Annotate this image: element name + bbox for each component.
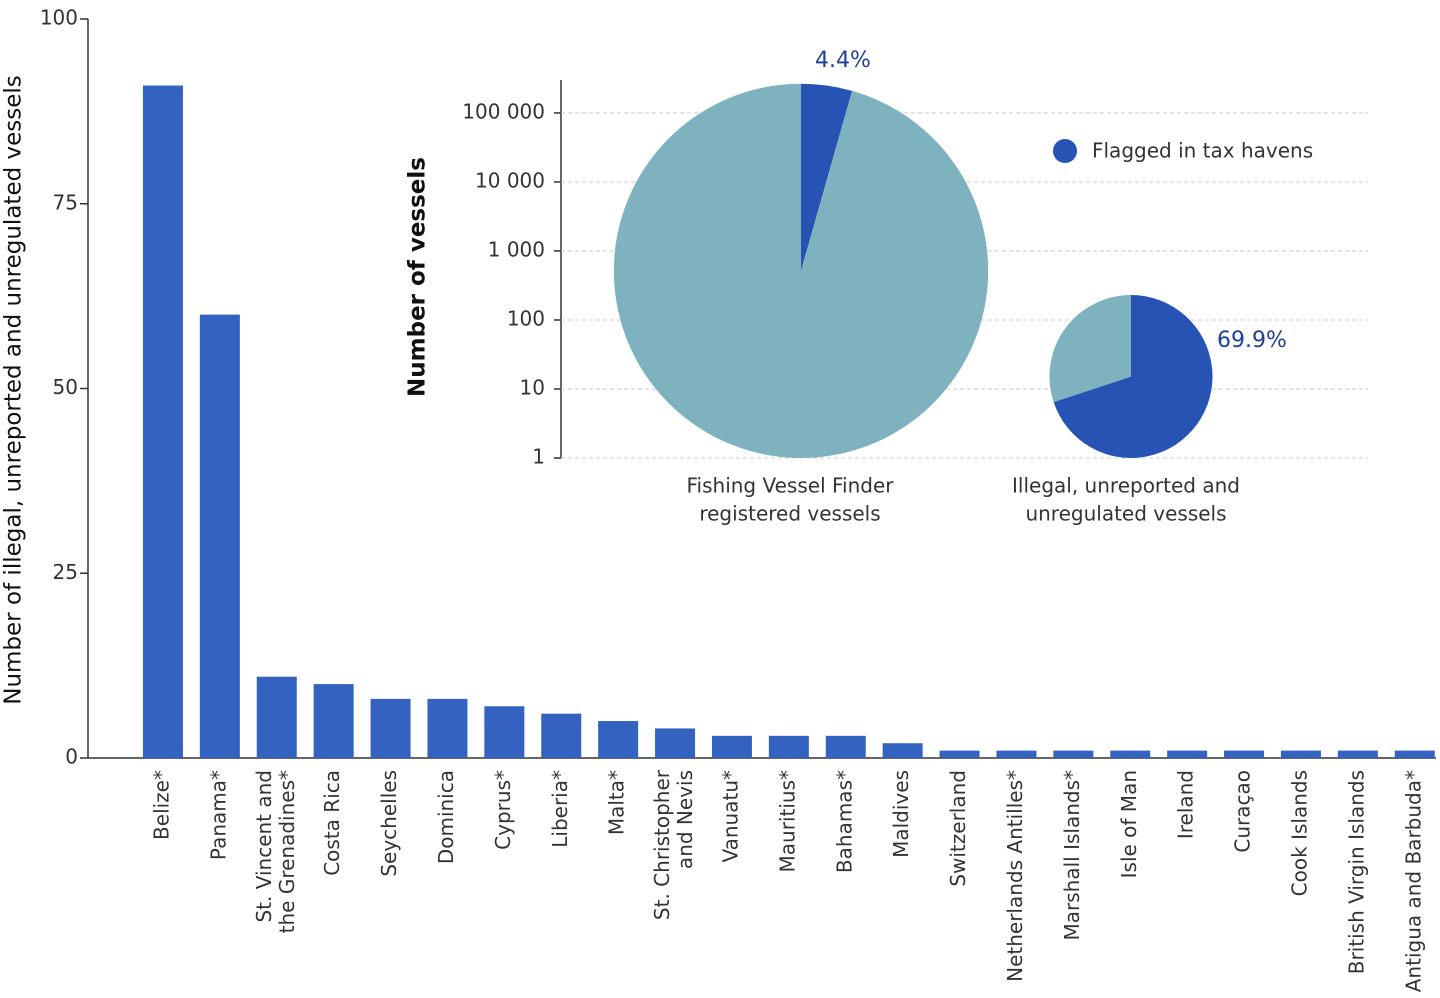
y-tick-label: 50 [53, 375, 78, 399]
pie-slice [1049, 295, 1131, 403]
y-tick-label: 100 000 [462, 99, 545, 123]
x-tick-label: Panama* [206, 770, 230, 860]
bar [939, 750, 980, 758]
pie-label: Fishing Vessel Finder [687, 474, 895, 498]
bar [313, 684, 354, 758]
bar [484, 706, 525, 758]
bar [1167, 750, 1208, 758]
bar [1224, 750, 1265, 758]
bar [142, 85, 183, 758]
x-tick-label: Ireland [1174, 770, 1198, 839]
x-tick-label: Dominica [434, 770, 458, 864]
x-tick-label: Switzerland [946, 770, 970, 887]
x-tick-label: Vanuatu* [718, 770, 742, 863]
bar [1394, 750, 1435, 758]
y-tick-label: 10 000 [475, 168, 545, 192]
bar [1280, 750, 1321, 758]
x-tick-label: Seychelles [377, 770, 401, 877]
x-tick-label: Mauritius* [775, 770, 799, 872]
value-label: 4.4% [815, 48, 871, 73]
bar [199, 314, 240, 758]
pie-label: Illegal, unreported and [1012, 474, 1240, 498]
bar [370, 698, 411, 758]
x-tick-label: Cyprus* [491, 770, 515, 850]
bar [882, 743, 923, 758]
x-tick-label: Marshall Islands* [1060, 770, 1084, 940]
value-label: 69.9% [1217, 328, 1287, 353]
legend-label: Flagged in tax havens [1092, 139, 1313, 163]
bar [996, 750, 1037, 758]
pie-slice [801, 83, 853, 271]
x-tick-label: the Grenadines* [275, 770, 299, 933]
y-tick-label: 100 [507, 306, 545, 330]
y-tick-label: 25 [53, 560, 78, 584]
y-axis-title: Number of illegal, unreported and unregu… [1, 75, 27, 705]
legend-marker [1053, 139, 1077, 163]
bar [825, 735, 866, 758]
bar [427, 698, 468, 758]
bar [598, 721, 639, 758]
y-tick-label: 75 [53, 190, 78, 214]
pie-slice [613, 83, 989, 459]
x-tick-label: Maldives [889, 770, 913, 858]
x-tick-label: Isle of Man [1117, 770, 1141, 878]
pie-label: unregulated vessels [1025, 502, 1226, 526]
bar [711, 735, 752, 758]
x-tick-label: Belize* [149, 770, 173, 840]
bar [541, 713, 582, 758]
x-tick-label: Malta* [605, 770, 629, 835]
bar [655, 728, 696, 758]
x-tick-label: Netherlands Antilles* [1003, 770, 1027, 982]
y-tick-label: 0 [65, 745, 78, 769]
x-tick-label: and Nevis [673, 770, 697, 869]
x-tick-label: Costa Rica [320, 770, 344, 876]
x-tick-label: Antigua and Barbuda* [1401, 770, 1425, 992]
x-tick-label: British Virgin Islands [1344, 770, 1368, 974]
y-tick-label: 1 000 [488, 237, 545, 261]
y-tick-label: 1 [532, 445, 545, 469]
inset-y-axis-title: Number of vessels [405, 157, 431, 397]
x-tick-label: Bahamas* [832, 770, 856, 873]
bar [256, 676, 297, 758]
bar [1053, 750, 1094, 758]
bar [1110, 750, 1151, 758]
x-tick-label: St. Christopher [650, 769, 674, 920]
y-tick-label: 10 [520, 375, 545, 399]
pie-slice [1053, 295, 1213, 459]
pie-label: registered vessels [699, 502, 880, 526]
x-tick-label: Curaçao [1231, 770, 1255, 853]
bar [768, 735, 809, 758]
x-tick-label: Liberia* [548, 770, 572, 848]
bar [1337, 750, 1378, 758]
x-tick-label: Cook Islands [1287, 770, 1311, 896]
y-tick-label: 100 [40, 6, 78, 30]
x-tick-label: St. Vincent and [252, 770, 276, 923]
